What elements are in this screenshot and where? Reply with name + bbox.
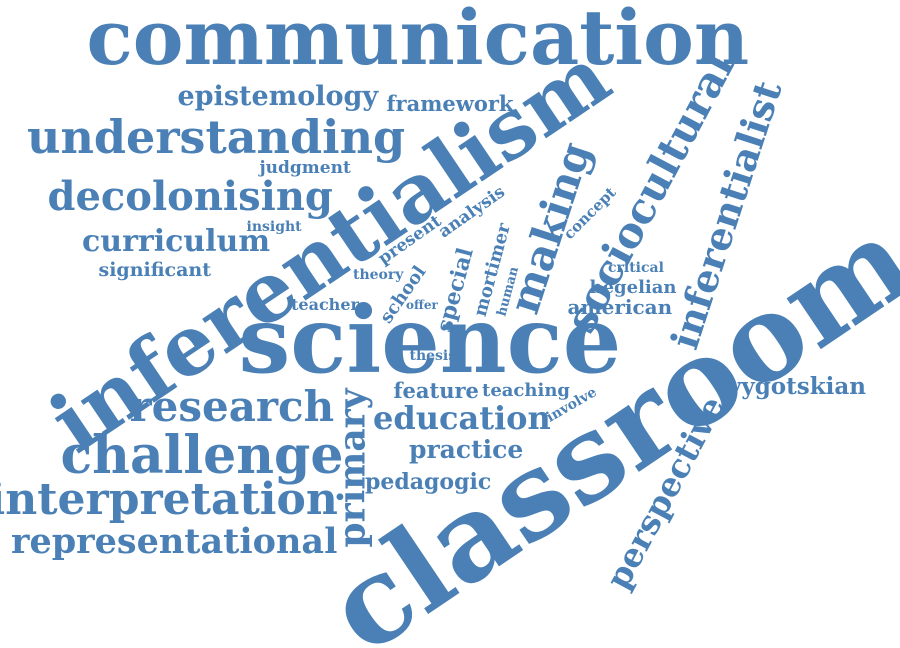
word-epistemology: epistemology [177, 80, 379, 112]
word-hegelian: hegelian [589, 277, 677, 298]
word-framework: framework [386, 90, 514, 116]
word-communication: communication [86, 0, 750, 82]
word-thesis: thesis [409, 348, 457, 364]
word-teaching: teaching [482, 380, 570, 401]
word-decolonising: decolonising [47, 173, 333, 220]
word-vygotskian: vygotskian [728, 372, 867, 400]
word-education: education [373, 399, 551, 437]
word-understanding: understanding [27, 110, 406, 164]
word-teacher: teacher [291, 295, 359, 314]
word-feature: feature [393, 377, 479, 403]
word-critical: critical [608, 260, 664, 276]
word-representational: representational [11, 520, 338, 562]
word-judgment: judgment [259, 157, 351, 178]
word-theory: theory [353, 267, 404, 283]
word-challenge: challenge [60, 425, 344, 486]
word-curriculum: curriculum [82, 224, 271, 259]
word-insight: insight [246, 219, 302, 235]
word-significant: significant [98, 258, 212, 281]
word-interpretation: interpretation [0, 474, 338, 525]
word-practice: practice [409, 434, 524, 464]
word-research: research [129, 382, 335, 431]
word-offer: offer [406, 298, 438, 312]
word-american: american [567, 295, 673, 319]
word-science: science [238, 286, 622, 394]
word-pedagogic: pedagogic [365, 469, 492, 495]
